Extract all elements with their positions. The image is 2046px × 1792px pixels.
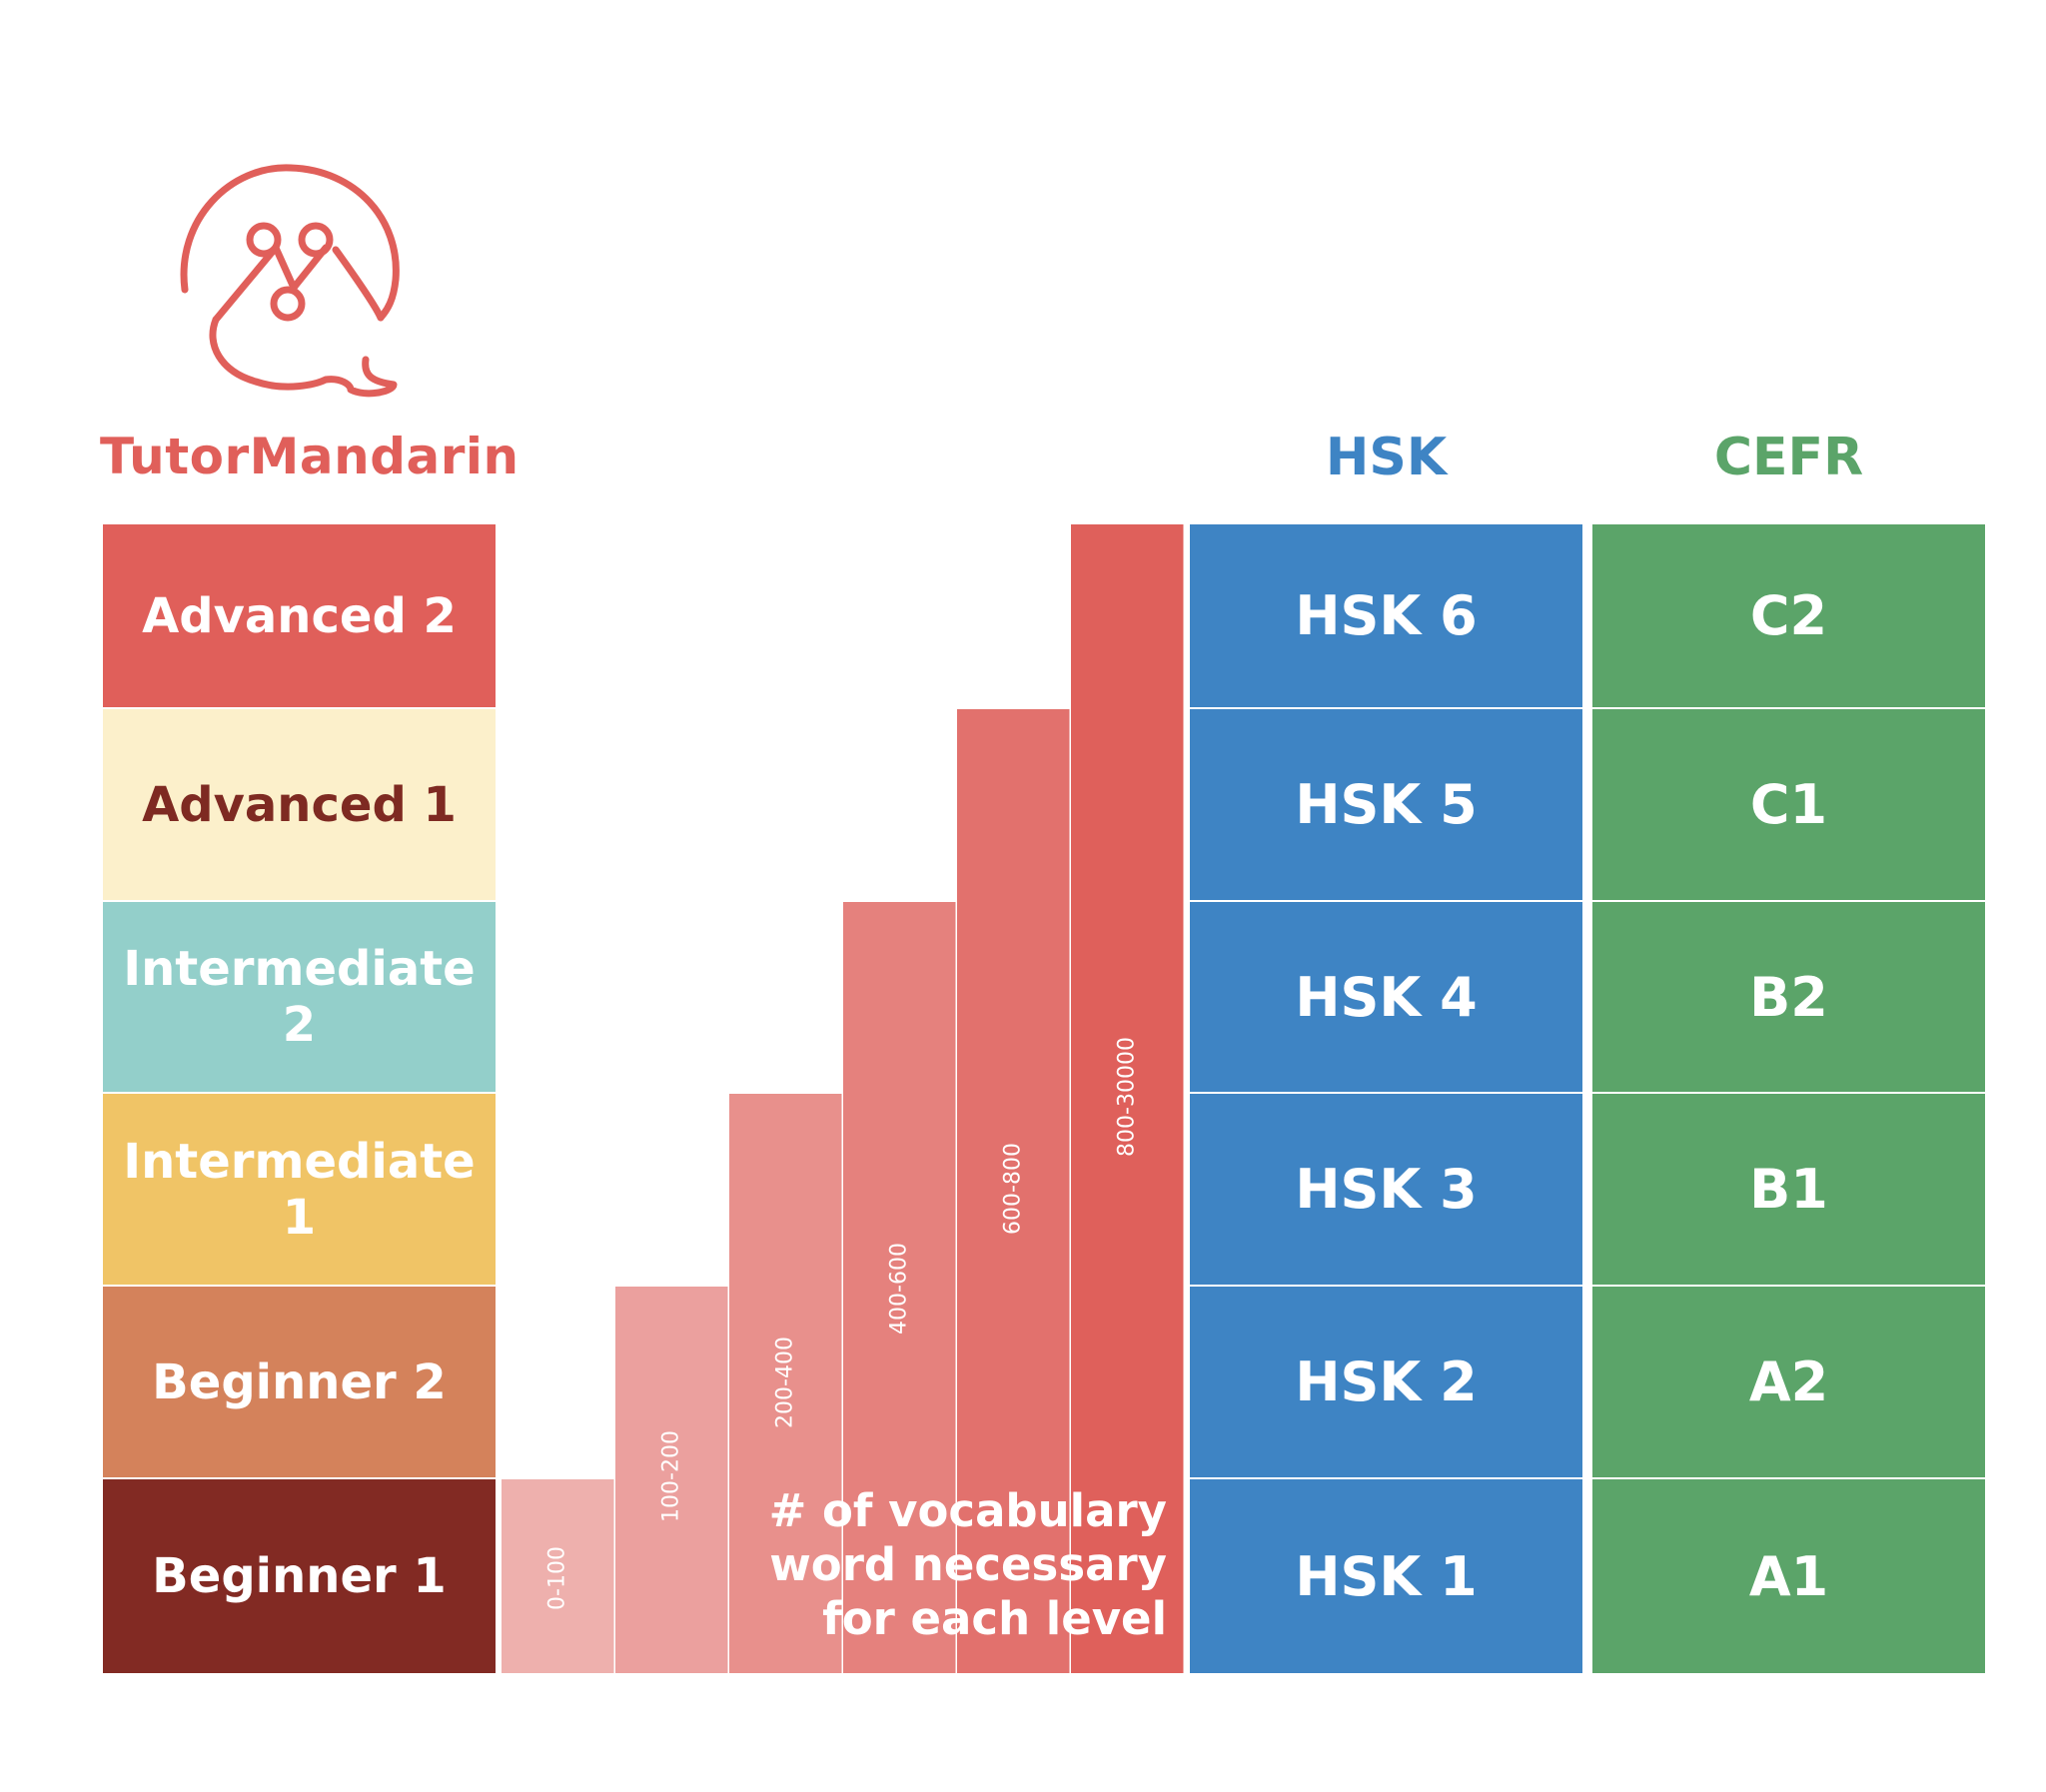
cefr-level-cell: A2	[1592, 1287, 1985, 1477]
vocabulary-bar-label: 0-100	[544, 1546, 570, 1610]
hsk-level-cell: HSK 2	[1190, 1287, 1582, 1477]
vocabulary-annotation: # of vocabulary word necessary for each …	[769, 1484, 1167, 1646]
level-cell: Beginner 1	[103, 1479, 496, 1673]
level-cell: Advanced 2	[103, 524, 496, 707]
vocabulary-annotation-line: # of vocabulary	[768, 1484, 1167, 1537]
cefr-level-cell: C2	[1592, 524, 1985, 707]
hsk-level-cell: HSK 1	[1190, 1479, 1582, 1673]
vocabulary-bar-label: 400-600	[886, 1243, 912, 1335]
vocabulary-bar-label: 100-200	[658, 1430, 684, 1522]
speech-bubble-nodes-icon	[180, 164, 400, 398]
vocabulary-annotation-line: word necessary	[769, 1538, 1167, 1591]
hsk-column-title: HSK	[1325, 428, 1448, 487]
brand-name: TutorMandarin	[100, 428, 519, 485]
vocabulary-bar-label: 600-800	[1000, 1143, 1026, 1235]
level-cell: Advanced 1	[103, 709, 496, 900]
vocabulary-annotation-line: for each level	[822, 1592, 1167, 1645]
cefr-level-cell: B2	[1592, 902, 1985, 1092]
cefr-level-cell: C1	[1592, 709, 1985, 900]
cefr-column-title: CEFR	[1713, 428, 1864, 487]
hsk-level-cell: HSK 5	[1190, 709, 1582, 900]
cefr-level-cell: A1	[1592, 1479, 1985, 1673]
hsk-level-cell: HSK 6	[1190, 524, 1582, 707]
vocabulary-bar-label: 800-30000	[1114, 1037, 1140, 1157]
hsk-level-cell: HSK 4	[1190, 902, 1582, 1092]
level-cell: Beginner 2	[103, 1287, 496, 1477]
cefr-level-cell: B1	[1592, 1094, 1985, 1285]
level-cell: Intermediate 2	[103, 902, 496, 1092]
hsk-level-cell: HSK 3	[1190, 1094, 1582, 1285]
level-cell: Intermediate 1	[103, 1094, 496, 1285]
vocabulary-bar-label: 200-400	[772, 1337, 798, 1428]
